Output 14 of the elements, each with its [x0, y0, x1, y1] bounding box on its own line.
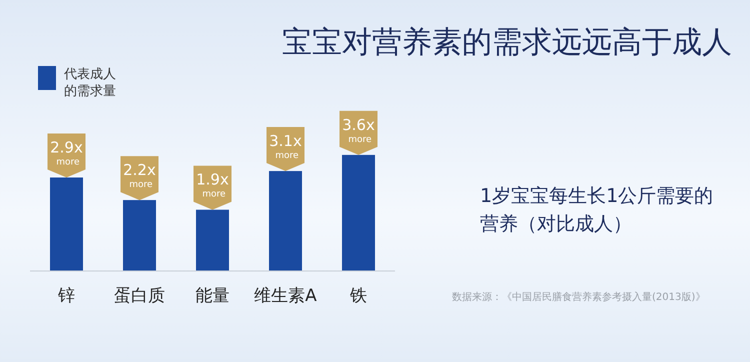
- data-label: 3.6x more: [342, 116, 375, 145]
- category: 维生素A: [253, 285, 318, 307]
- annotation: 数据来源：《中国居民膳食营养素参考摄入量(2013版)》: [452, 290, 706, 304]
- category: 能量: [194, 285, 230, 307]
- title: 宝宝对营养素的需求远远高于成人: [282, 24, 732, 62]
- data-label: 1.9x more: [196, 170, 229, 200]
- category: 铁: [349, 285, 368, 307]
- category: 蛋白质: [113, 285, 166, 307]
- data-label: 2.2x more: [123, 161, 156, 190]
- annotation: 1岁宝宝每生长1公斤需要的营养（对比成人）: [480, 184, 714, 237]
- data-label: 3.1x more: [269, 132, 302, 162]
- category: 锌: [57, 285, 76, 307]
- data-label: 2.9x more: [50, 138, 83, 168]
- legend-label: 代表成人的需求量: [64, 66, 117, 100]
